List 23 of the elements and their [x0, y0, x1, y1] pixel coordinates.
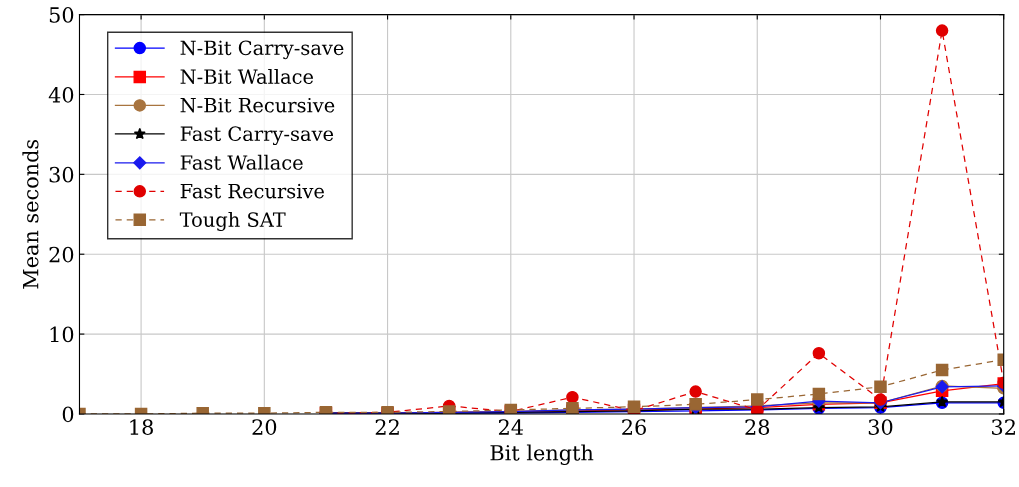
x-tick-label: 24	[498, 419, 523, 435]
y-tick-label: 40	[48, 86, 74, 103]
x-tick-label: 30	[868, 419, 893, 435]
x-tick-label: 26	[622, 419, 646, 435]
legend-label: Tough SAT	[179, 211, 286, 231]
x-tick-label: 18	[130, 419, 153, 435]
y-tick-label: 20	[49, 246, 74, 263]
legend-label: N-Bit Recursive	[180, 97, 335, 113]
legend-label: Fast Carry-save	[180, 126, 334, 146]
x-axis-title: Bit length	[490, 444, 594, 465]
x-tick-label: 20	[252, 419, 277, 435]
legend-label: Fast Recursive	[180, 183, 324, 199]
y-tick-label: 10	[50, 326, 74, 343]
x-tick-label: 32	[992, 419, 1015, 435]
y-tick-label: 50	[49, 7, 74, 23]
y-tick-label: 0	[62, 406, 74, 423]
legend-label: Fast Wallace	[180, 154, 303, 170]
legend-label: N-Bit Carry-save	[180, 40, 344, 60]
legend-label: N-Bit Wallace	[180, 68, 314, 84]
x-tick-label: 22	[375, 419, 399, 435]
y-tick-label: 30	[49, 166, 74, 183]
y-axis-title: Mean seconds	[22, 139, 39, 289]
x-tick-label: 28	[745, 419, 770, 435]
